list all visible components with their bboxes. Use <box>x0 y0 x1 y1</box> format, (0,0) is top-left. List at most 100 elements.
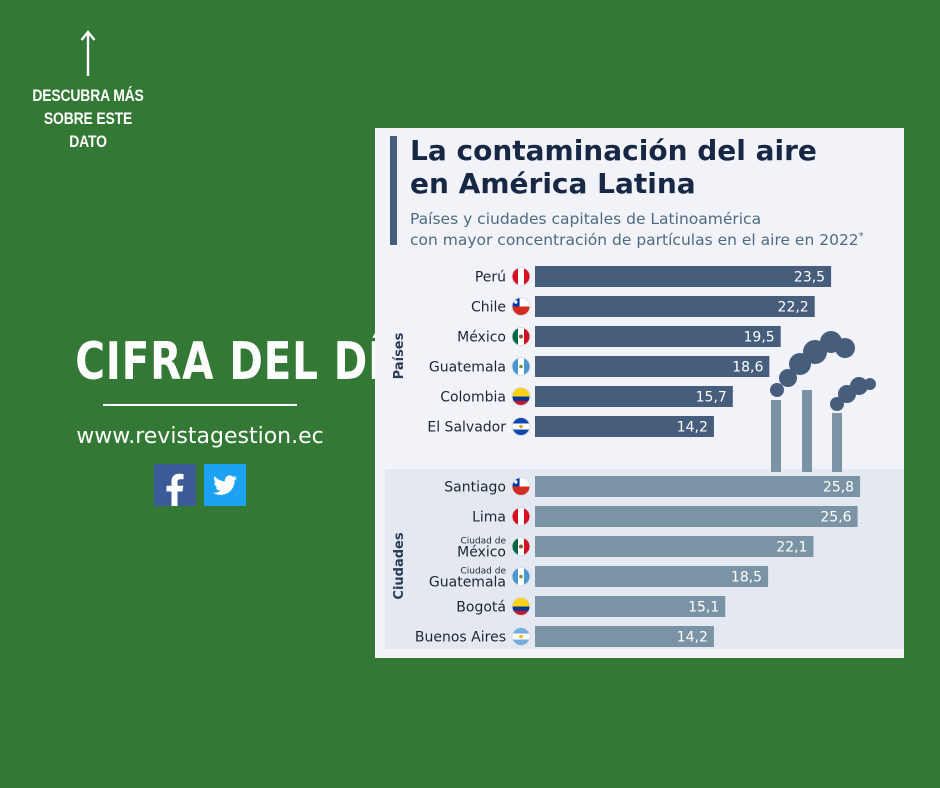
bar-value-label: 18,5 <box>731 570 762 586</box>
bar-label: México <box>457 330 506 346</box>
smoke-cloud-1 <box>770 331 855 397</box>
bar-value-label: 18,6 <box>732 360 763 376</box>
infographic-card: La contaminación del aire en América Lat… <box>375 128 904 658</box>
flag-stripe <box>512 611 530 616</box>
bar-value-label: 14,2 <box>677 420 708 436</box>
flag-star <box>514 300 518 304</box>
facebook-button[interactable] <box>154 464 196 506</box>
bar-chart: La contaminación del aire en América Lat… <box>385 134 904 649</box>
bar <box>535 386 733 407</box>
bar-value-label: 15,1 <box>688 600 719 616</box>
flag-stripe <box>512 429 530 436</box>
flag-stripe <box>524 537 530 556</box>
bar-label: Santiago <box>444 480 506 496</box>
flag-stripe <box>512 606 530 611</box>
bar-row: Perú 23,5 <box>475 266 832 287</box>
flag-emblem <box>519 334 523 339</box>
chimney-2 <box>802 390 812 472</box>
flag-stripe <box>512 357 518 376</box>
bar-row: Santiago 25,8 <box>444 476 861 497</box>
colombia-flag-icon <box>512 387 530 406</box>
bar-label: Buenos Aires <box>415 630 506 646</box>
chart-title-line2: en América Latina <box>410 167 696 200</box>
bar-value-label: 15,7 <box>696 390 727 406</box>
flag-ring <box>511 477 531 496</box>
flag-ring <box>511 597 531 616</box>
cities-group-label: Ciudades <box>392 532 407 599</box>
mexico-flag-icon <box>512 537 530 556</box>
flag-sun <box>519 634 523 639</box>
flag-emblem <box>519 424 523 429</box>
flag-stripe <box>512 267 518 286</box>
bar-value-label: 19,5 <box>744 330 775 346</box>
smoke-cloud-2 <box>830 377 876 411</box>
flag-stripe <box>512 486 530 496</box>
twitter-button[interactable] <box>204 464 246 506</box>
bar-label: Guatemala <box>429 575 506 591</box>
facebook-icon <box>166 473 184 506</box>
flag-stripe <box>512 401 530 406</box>
subtitle-note-mark: * <box>859 231 864 242</box>
bar-label: Perú <box>475 270 506 286</box>
argentina-flag-icon <box>512 627 530 646</box>
chile-flag-icon <box>512 297 530 316</box>
flag-stripe <box>512 417 530 424</box>
divider <box>103 404 297 406</box>
countries-group-label: Países <box>392 332 407 379</box>
flag-stripe <box>524 357 530 376</box>
website-link[interactable]: www.revistagestion.ec <box>76 424 324 449</box>
bar-value-label: 22,1 <box>776 540 807 556</box>
flag-stripe <box>512 297 530 307</box>
bar-value-label: 25,8 <box>823 480 854 496</box>
guatemala-flag-icon <box>512 357 530 376</box>
peru-flag-icon <box>512 267 530 286</box>
mexico-flag-icon <box>512 327 530 346</box>
bar-label: Guatemala <box>429 360 506 376</box>
flag-stripe <box>524 507 530 526</box>
flag-ring <box>511 297 531 316</box>
bar <box>535 326 781 347</box>
flag-stripe <box>512 396 530 401</box>
bar-row: Chile 22,2 <box>471 296 815 317</box>
bar-row: Bogotá 15,1 <box>456 596 726 617</box>
bar-row: Guatemala 18,6 <box>429 356 770 377</box>
headline: CIFRA DEL DÍA <box>75 332 417 392</box>
flag-stripe <box>518 507 524 526</box>
flag-ring <box>511 387 531 406</box>
up-arrow-icon <box>80 30 96 76</box>
flag-stripe <box>512 387 530 397</box>
chimney-1 <box>771 400 781 472</box>
bar-value-label: 25,6 <box>820 510 851 526</box>
bar <box>535 416 714 437</box>
bar-label: Bogotá <box>456 600 506 616</box>
title-accent-bar <box>390 136 397 245</box>
bar-label: Lima <box>472 510 506 526</box>
flag-stripe <box>524 267 530 286</box>
bar-label-prefix: Ciudad de <box>460 537 506 547</box>
chart-subtitle-line2: con mayor concentración de partículas en… <box>410 231 864 249</box>
flag-emblem <box>519 544 523 549</box>
cities-section-band <box>385 469 904 649</box>
flag-ring <box>511 537 531 556</box>
flag-stripe <box>512 597 530 607</box>
flag-emblem <box>519 364 523 369</box>
flag-stripe <box>524 567 530 586</box>
bar-label: México <box>457 545 506 561</box>
flag-stripe <box>512 567 518 586</box>
bar <box>535 506 858 527</box>
twitter-icon <box>213 475 237 495</box>
colombia-flag-icon <box>512 597 530 616</box>
factory-illustration <box>770 331 876 472</box>
bar-row: El Salvador 14,2 <box>427 416 714 437</box>
flag-stripe <box>512 537 518 556</box>
discover-more-link[interactable]: DESCUBRA MÁS SOBRE ESTE DATO <box>32 86 144 151</box>
bar-label-prefix: Ciudad de <box>460 567 506 577</box>
bar <box>535 356 770 377</box>
flag-emblem <box>519 574 523 579</box>
flag-stripe <box>512 306 530 316</box>
bar <box>535 296 815 317</box>
flag-stripe <box>518 267 524 286</box>
chimney-3 <box>832 413 842 472</box>
